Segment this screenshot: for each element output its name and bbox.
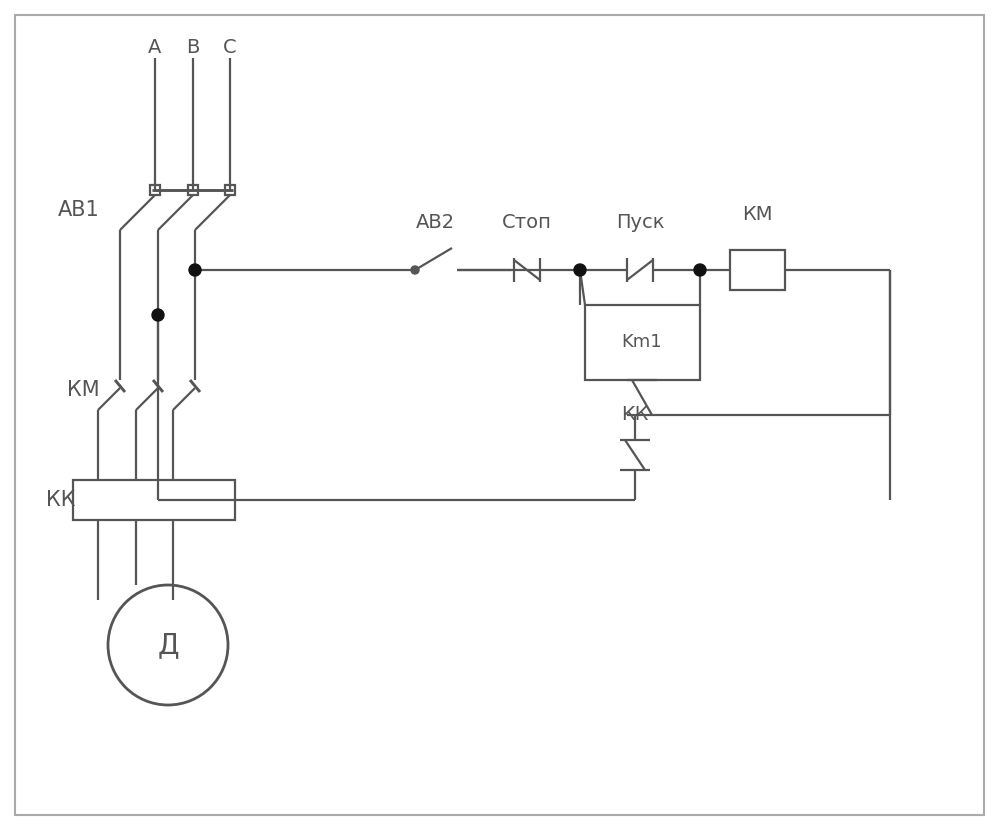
Bar bbox=[73, 480, 235, 520]
Text: Km1: Km1 bbox=[621, 333, 662, 351]
Text: C: C bbox=[223, 38, 237, 57]
Circle shape bbox=[574, 264, 586, 276]
Bar bbox=[225, 185, 235, 195]
Text: B: B bbox=[186, 38, 200, 57]
Circle shape bbox=[189, 264, 201, 276]
Text: Д: Д bbox=[157, 631, 179, 659]
Bar bbox=[150, 185, 160, 195]
Text: AB1: AB1 bbox=[58, 200, 100, 220]
Circle shape bbox=[152, 309, 164, 321]
Text: КК: КК bbox=[46, 490, 75, 510]
Text: КК: КК bbox=[621, 406, 648, 424]
Text: AB2: AB2 bbox=[416, 212, 455, 232]
Text: Пуск: Пуск bbox=[615, 212, 664, 232]
Text: Стоп: Стоп bbox=[502, 212, 551, 232]
Circle shape bbox=[694, 264, 706, 276]
Bar bbox=[730, 250, 785, 290]
Text: A: A bbox=[148, 38, 162, 57]
Text: КМ: КМ bbox=[741, 206, 772, 224]
Bar bbox=[585, 305, 700, 380]
Circle shape bbox=[411, 266, 419, 274]
Bar bbox=[188, 185, 198, 195]
Text: КМ: КМ bbox=[67, 380, 100, 400]
